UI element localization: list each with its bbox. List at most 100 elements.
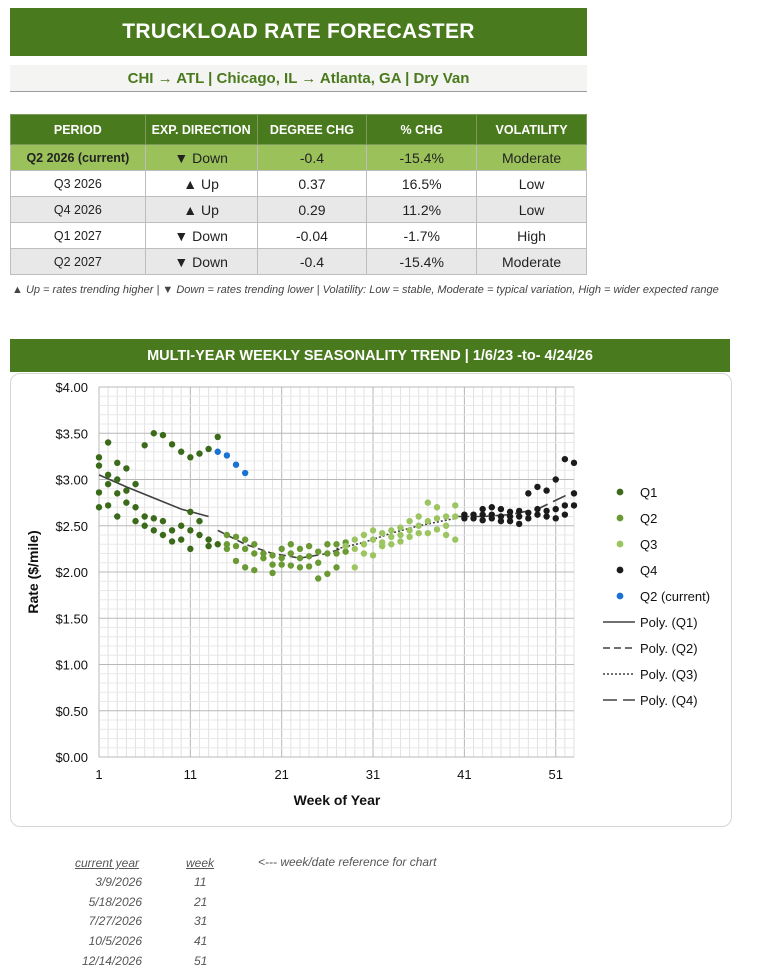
data-point-q2 <box>251 541 258 548</box>
data-point-q1 <box>178 536 185 543</box>
data-point-q1 <box>205 445 212 453</box>
data-point-q2 <box>269 552 276 559</box>
data-point-q4 <box>552 515 559 522</box>
data-point-q4 <box>543 507 550 515</box>
data-point-q1 <box>150 527 158 534</box>
data-point-q4 <box>525 509 532 516</box>
legend-swatch-q2-current <box>616 592 624 600</box>
cell-volatility[interactable]: Moderate <box>476 144 587 171</box>
data-point-q2 <box>324 570 331 578</box>
data-point-q2 <box>324 550 331 557</box>
legend-label-q2-current: Q2 (current) <box>640 589 710 604</box>
cell-pct[interactable]: 16.5% <box>366 170 478 197</box>
data-point-q1 <box>205 542 212 550</box>
cell-direction[interactable]: ▼ Down <box>144 144 258 171</box>
reference-date: 10/5/2026 <box>88 934 142 948</box>
data-point-q1 <box>168 527 176 534</box>
data-point-q2 <box>278 554 285 562</box>
cell-period[interactable]: Q2 2026 (current) <box>10 144 146 171</box>
reference-week: 21 <box>194 895 208 909</box>
legend-label-q4: Q4 <box>640 563 657 578</box>
data-point-q3 <box>360 541 368 548</box>
data-point-q1 <box>95 504 103 511</box>
cell-period[interactable]: Q3 2026 <box>10 170 146 197</box>
data-point-q1 <box>187 454 194 461</box>
data-point-q3 <box>424 529 432 537</box>
cell-degree[interactable]: 0.37 <box>256 170 368 197</box>
cell-degree[interactable]: -0.04 <box>256 222 368 249</box>
data-point-q4 <box>570 459 578 467</box>
cell-direction[interactable]: ▼ Down <box>144 222 258 249</box>
data-point-q3 <box>406 527 413 534</box>
legend-label-poly-q2: Poly. (Q2) <box>640 641 698 656</box>
cell-volatility[interactable]: Low <box>476 170 587 197</box>
y-tick-label: $2.00 <box>55 565 88 580</box>
data-point-q2 <box>223 531 231 539</box>
cell-period[interactable]: Q4 2026 <box>10 196 146 223</box>
reference-week: 11 <box>194 875 207 889</box>
data-point-q2 <box>251 566 258 574</box>
table-header-row: PERIOD EXP. DIRECTION DEGREE CHG % CHG V… <box>10 114 587 145</box>
reference-date: 12/14/2026 <box>81 954 142 968</box>
data-point-q1 <box>104 480 112 488</box>
data-point-q3 <box>415 529 422 537</box>
cell-volatility[interactable]: High <box>476 222 587 249</box>
cell-degree[interactable]: -0.4 <box>256 144 368 171</box>
data-point-q1 <box>141 442 148 449</box>
data-point-q2 <box>333 541 340 548</box>
seasonality-chart[interactable]: $0.00 $0.50 $1.00 $1.50 $2.00 $2.50 $3.00 $3.50… <box>11 374 731 826</box>
data-point-q4 <box>479 517 486 524</box>
cell-period[interactable]: Q1 2027 <box>10 222 146 249</box>
cell-pct[interactable]: -1.7% <box>366 222 478 249</box>
data-point-q2 <box>269 561 276 568</box>
cell-volatility[interactable]: Low <box>476 196 587 223</box>
cell-pct[interactable]: -15.4% <box>366 144 478 171</box>
table-row[interactable]: Q3 2026 ▲ Up 0.37 16.5% Low <box>10 170 587 197</box>
app-title: TRUCKLOAD RATE FORECASTER <box>10 8 587 56</box>
table-row[interactable]: Q4 2026 ▲ Up 0.29 11.2% Low <box>10 196 587 223</box>
data-point-q2 <box>342 548 349 555</box>
table-row[interactable]: Q1 2027 ▼ Down -0.04 -1.7% High <box>10 222 587 249</box>
data-point-q3 <box>378 529 386 537</box>
data-point-q3 <box>397 524 404 531</box>
cell-direction[interactable]: ▼ Down <box>144 248 258 275</box>
data-point-q1 <box>150 430 158 437</box>
data-point-q3 <box>442 513 450 520</box>
data-point-q4 <box>479 511 486 518</box>
data-point-q2 <box>269 569 276 577</box>
cell-degree[interactable]: -0.4 <box>256 248 368 275</box>
data-point-q2 <box>223 545 231 553</box>
data-point-q1 <box>196 531 203 539</box>
chart-area[interactable]: $0.00 $0.50 $1.00 $1.50 $2.00 $2.50 $3.00 $3.50… <box>10 373 732 827</box>
cell-direction[interactable]: ▲ Up <box>144 196 258 223</box>
cell-volatility[interactable]: Moderate <box>476 248 587 275</box>
data-point-q1 <box>123 499 130 506</box>
data-point-q4 <box>570 502 578 509</box>
trendline-poly-q2- <box>217 529 346 559</box>
reference-date: 7/27/2026 <box>88 914 142 928</box>
data-point-q4 <box>497 517 505 525</box>
y-tick-label: $4.00 <box>55 380 88 395</box>
x-tick-label: 11 <box>184 767 198 782</box>
cell-direction[interactable]: ▲ Up <box>144 170 258 197</box>
table-row[interactable]: Q2 2026 (current) ▼ Down -0.4 -15.4% Mod… <box>10 144 587 171</box>
reference-note: <--- week/date reference for chart <box>258 855 437 869</box>
data-point-q3 <box>351 536 358 543</box>
data-point-q2 <box>278 561 285 568</box>
data-point-q1 <box>141 522 148 529</box>
data-point-q1 <box>187 508 194 516</box>
cell-period[interactable]: Q2 2027 <box>10 248 146 275</box>
data-point-q1 <box>196 517 203 525</box>
data-point-q4 <box>570 490 578 497</box>
cell-pct[interactable]: -15.4% <box>366 248 478 275</box>
table-row[interactable]: Q2 2027 ▼ Down -0.4 -15.4% Moderate <box>10 248 587 275</box>
data-point-q3 <box>397 531 404 539</box>
data-point-q1 <box>123 465 130 472</box>
cell-degree[interactable]: 0.29 <box>256 196 368 223</box>
data-point-q4 <box>515 513 523 520</box>
data-point-q4 <box>561 511 569 518</box>
cell-pct[interactable]: 11.2% <box>366 196 478 223</box>
x-tick-label: 21 <box>274 767 288 782</box>
data-point-q4 <box>497 505 505 513</box>
data-point-q3 <box>442 522 450 529</box>
